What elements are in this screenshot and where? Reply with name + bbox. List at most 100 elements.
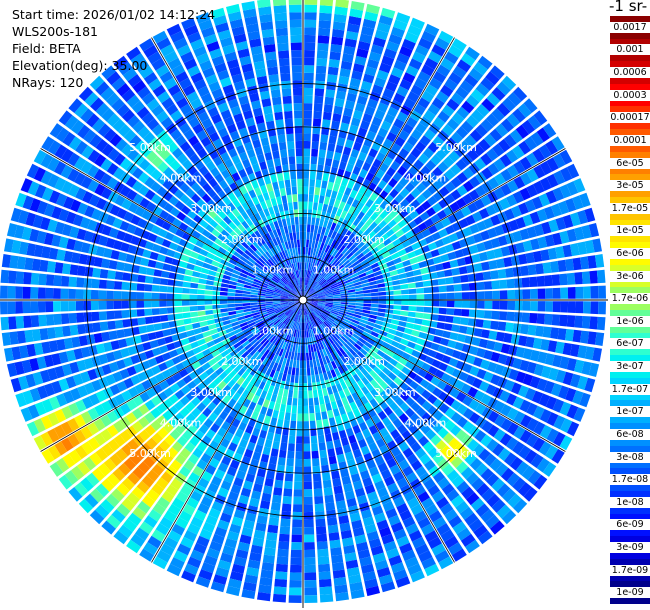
ppi-cell	[332, 113, 342, 122]
ppi-cell	[205, 515, 218, 526]
ppi-cell	[309, 329, 313, 337]
ppi-cell	[361, 563, 375, 574]
ppi-cell	[362, 286, 371, 291]
ppi-cell	[282, 427, 289, 436]
ppi-cell	[373, 366, 382, 375]
ppi-cell	[344, 361, 352, 370]
ppi-cell	[443, 205, 454, 216]
ppi-cell	[486, 249, 496, 260]
ppi-cell	[262, 357, 269, 366]
ppi-cell	[403, 171, 414, 182]
ppi-cell	[358, 151, 367, 162]
ppi-cell	[491, 108, 505, 122]
ppi-cell	[415, 205, 426, 215]
ppi-cell	[359, 244, 368, 253]
ppi-cell	[314, 404, 321, 413]
ppi-cell	[118, 124, 131, 137]
ppi-cell	[309, 321, 313, 330]
ppi-cell	[134, 527, 150, 541]
ppi-cell	[392, 238, 402, 247]
ppi-cell	[182, 159, 193, 170]
ppi-cell	[91, 278, 100, 289]
ppi-cell	[297, 345, 301, 353]
ppi-cell	[88, 194, 100, 207]
ppi-cell	[424, 300, 432, 307]
ppi-cell	[285, 309, 292, 316]
ppi-cell	[313, 103, 323, 112]
ppi-cell	[224, 366, 233, 375]
ppi-cell	[536, 208, 548, 222]
ppi-cell	[91, 311, 100, 322]
ppi-cell	[383, 214, 393, 224]
ppi-cell	[428, 224, 438, 235]
ppi-cell	[227, 262, 236, 269]
ppi-cell	[156, 550, 172, 563]
ppi-cell	[333, 332, 341, 340]
ppi-cell	[322, 310, 330, 315]
ppi-cell	[480, 77, 495, 91]
ppi-cell	[228, 258, 238, 266]
ppi-cell	[375, 438, 386, 449]
ppi-cell	[276, 321, 283, 328]
ppi-cell	[91, 379, 102, 392]
ppi-cell	[272, 96, 282, 106]
ppi-cell	[311, 148, 319, 157]
ppi-cell	[325, 319, 333, 326]
ppi-cell	[154, 372, 165, 383]
ppi-cell	[184, 24, 199, 37]
ppi-cell	[319, 373, 325, 382]
ppi-cell	[290, 290, 298, 296]
ppi-cell	[438, 285, 447, 293]
ppi-cell	[285, 465, 294, 474]
ppi-cell	[106, 290, 114, 300]
ppi-cell	[153, 143, 166, 155]
ppi-cell	[292, 247, 296, 256]
ppi-cell	[276, 35, 289, 44]
ppi-cell	[363, 137, 374, 148]
ppi-cell	[372, 158, 382, 169]
ppi-cell	[205, 74, 218, 85]
ppi-cell	[348, 294, 356, 298]
ppi-cell	[300, 353, 303, 361]
ppi-cell	[456, 106, 470, 120]
ppi-cell	[324, 273, 331, 280]
ppi-cell	[286, 319, 292, 327]
ppi-cell	[481, 488, 495, 502]
ppi-cell	[296, 436, 303, 444]
ppi-cell	[116, 503, 131, 517]
ppi-cell	[405, 65, 419, 77]
ppi-cell	[157, 161, 169, 173]
ppi-cell	[196, 198, 207, 209]
ppi-cell	[164, 536, 179, 550]
ppi-cell	[92, 267, 101, 278]
ppi-cell	[212, 304, 221, 310]
ppi-cell	[490, 214, 501, 226]
ppi-cell	[220, 36, 234, 48]
ppi-cell	[220, 349, 230, 358]
ppi-cell	[292, 72, 302, 81]
ppi-cell	[432, 422, 444, 434]
ppi-cell	[164, 359, 175, 369]
ppi-cell	[379, 380, 389, 390]
ppi-cell	[254, 146, 264, 156]
ppi-cell	[538, 193, 551, 207]
ppi-cell	[312, 272, 317, 280]
ppi-cell	[469, 457, 483, 471]
ppi-cell	[356, 220, 365, 230]
ppi-cell	[29, 358, 40, 372]
ppi-cell	[314, 496, 324, 505]
ppi-cell	[319, 578, 332, 588]
ppi-cell	[444, 509, 458, 522]
ppi-cell	[343, 45, 356, 56]
ppi-cell	[273, 293, 281, 297]
ppi-cell	[225, 91, 237, 102]
ppi-cell	[260, 406, 268, 416]
ppi-cell	[375, 169, 385, 179]
ppi-cell	[250, 305, 259, 308]
ppi-cell	[317, 304, 325, 308]
ppi-cell	[314, 335, 320, 344]
ppi-cell	[357, 127, 368, 138]
ppi-cell	[324, 228, 330, 237]
ppi-cell	[260, 255, 268, 263]
ppi-cell	[246, 392, 255, 401]
